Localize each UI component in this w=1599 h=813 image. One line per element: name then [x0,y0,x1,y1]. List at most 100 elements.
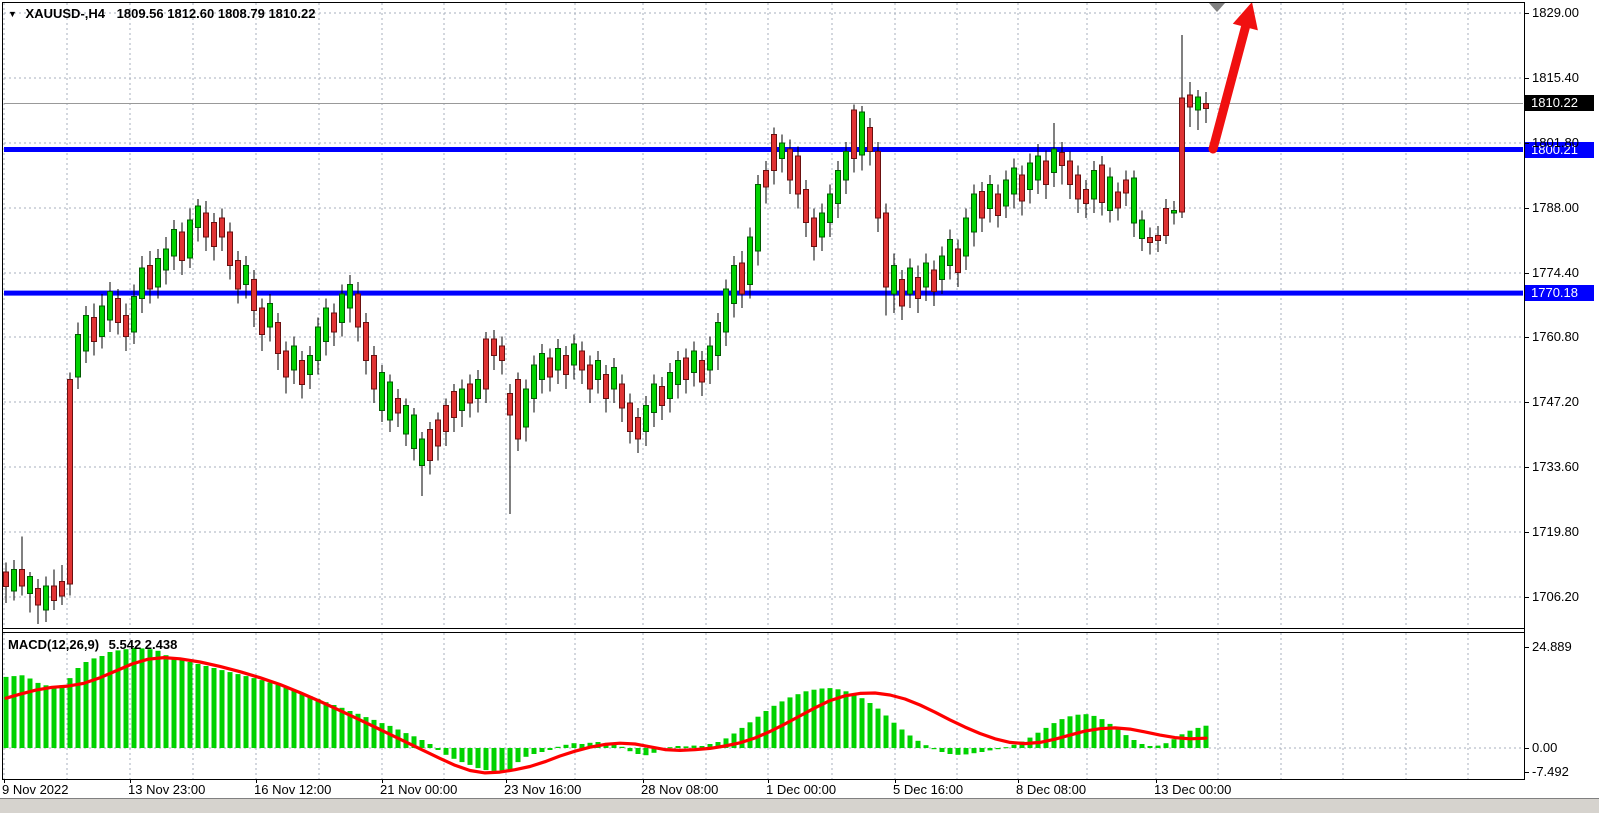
macd-histogram-bar [467,748,473,765]
axis-tick [1525,532,1529,533]
candle-body [795,155,801,195]
candle-body [787,148,793,181]
candle-body [499,345,505,362]
macd-histogram-bar [627,748,633,752]
candle-body [1091,169,1097,200]
macd-histogram-bar [731,733,737,748]
price-axis-label: 1733.60 [1532,459,1579,474]
candle-body [107,291,113,321]
macd-pane-bottom [2,779,1525,780]
macd-histogram-bar [1147,746,1153,748]
candle-body [379,371,385,411]
axis-tick [1525,143,1529,144]
price-axis-label: 1774.40 [1532,265,1579,280]
macd-histogram-bar [339,707,345,748]
macd-histogram-bar [995,748,1001,750]
macd-histogram-bar [987,748,993,751]
candle-body [419,438,425,466]
macd-histogram-bar [259,680,265,748]
pane-separator-bottom[interactable] [2,632,1525,633]
candle-body [995,193,1001,217]
macd-histogram-bar [795,694,801,748]
time-axis-label: 1 Dec 00:00 [766,782,837,797]
horizontal-level-line[interactable] [4,290,1523,296]
candle-body [443,405,449,433]
macd-histogram-bar [1139,744,1145,748]
candle-body [1115,191,1121,209]
axis-tick [1525,13,1529,14]
candle-body [611,367,617,390]
macd-histogram-bar [123,649,129,748]
macd-histogram-bar [211,668,217,748]
macd-histogram-bar [1003,747,1009,749]
candle-body [43,585,49,611]
candle-body [1035,155,1041,181]
macd-histogram-bar [835,689,841,748]
symbol-dropdown-icon[interactable]: ▼ [8,9,17,19]
macd-histogram-bar [491,748,497,771]
candle-body [307,355,313,376]
candle-body [723,288,729,333]
candle-body [1043,160,1049,186]
macd-histogram-bar [387,725,393,748]
price-axis[interactable]: 1810.22 1800.21 1770.18 1829.00 1815.40 18… [1525,0,1599,813]
macd-histogram-bar [715,742,721,748]
macd-indicator-pane[interactable] [3,633,1524,779]
candle-body [939,255,945,281]
price-axis-label: 1801.80 [1532,135,1579,150]
candle-body [531,364,537,400]
candle-body [203,212,209,238]
candle-body [659,386,665,407]
candle-body [875,150,881,219]
time-axis-tick [768,779,769,783]
candle-body [627,402,633,433]
macd-histogram-bar [555,746,561,748]
candle-body [707,345,713,371]
macd-histogram-bar [315,699,321,748]
macd-histogram-bar [203,666,209,748]
macd-histogram-bar [1035,732,1041,748]
macd-histogram-bar [19,675,25,748]
candle-body [819,212,825,238]
candle-body [3,571,9,587]
candle-body [131,295,137,333]
trend-arrow-head[interactable] [1232,3,1258,31]
candle-body [579,350,585,371]
trend-arrow-shaft[interactable] [1208,20,1251,154]
scroll-position-marker-icon[interactable] [1209,3,1225,12]
time-axis-tick [506,779,507,783]
candle-body [323,307,329,343]
macd-histogram-bar [67,678,73,748]
time-axis[interactable]: 9 Nov 2022 13 Nov 23:00 16 Nov 12:00 21 Nov… [0,779,1599,797]
time-axis-label: 23 Nov 16:00 [504,782,582,797]
horizontal-level-line[interactable] [4,147,1523,152]
candle-body [931,269,937,293]
macd-histogram-bar [283,687,289,748]
candle-body [907,267,913,295]
price-axis-label: 1719.80 [1532,524,1579,539]
macd-histogram-bar [427,744,433,748]
macd-axis-label: 24.889 [1532,639,1572,654]
candle-body [883,212,889,288]
candle-body [459,388,465,411]
candle-body [123,314,129,338]
time-axis-tick [382,779,383,783]
macd-histogram-bar [43,685,49,748]
candle-body [603,374,609,400]
macd-histogram-bar [435,748,441,750]
macd-histogram-bar [59,685,65,748]
candle-body [643,405,649,433]
time-axis-label: 5 Dec 16:00 [893,782,964,797]
macd-histogram-bar [459,748,465,763]
macd-histogram-bar [1043,727,1049,748]
macd-histogram-bar [1011,744,1017,748]
price-chart-pane[interactable] [3,3,1524,628]
candle-body [571,343,577,366]
support-line-badge[interactable]: 1770.18 [1525,285,1594,302]
macd-histogram-bar [643,748,649,756]
candle-body [1067,160,1073,186]
macd-histogram-bar [651,748,657,753]
candle-body [163,248,169,271]
macd-histogram-bar [691,745,697,748]
resistance-line-badge[interactable]: 1800.21 [1525,141,1594,158]
